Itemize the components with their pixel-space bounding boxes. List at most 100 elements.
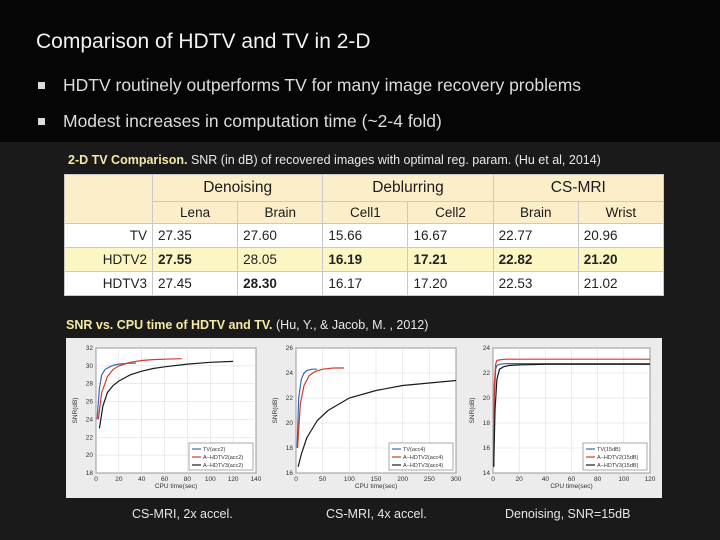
table-corner [64,174,153,224]
y-tick-label: 26 [286,345,294,352]
series-line [493,358,650,467]
table-row: HDTV2 27.55 28.05 16.19 17.21 22.82 21.2… [64,247,665,272]
y-tick-label: 20 [483,395,491,402]
x-axis-label: CPU time(sec) [355,483,397,490]
title-band [0,0,720,142]
x-tick-label: 150 [371,476,382,483]
x-tick-label: 100 [618,476,629,483]
column-header: Wrist [577,201,665,224]
y-tick-label: 18 [86,470,94,477]
square-bullet-icon [38,82,45,89]
table-cell: 16.67 [407,223,494,248]
y-tick-label: 24 [483,345,491,352]
legend-label: A−HDTV2(15dB) [597,455,639,461]
table-cell: 27.45 [151,271,239,296]
group-header: Deblurring [322,174,494,202]
table-cell: 27.55 [151,247,239,272]
y-tick-label: 24 [286,370,294,377]
table-row: TV 27.35 27.60 15.66 16.67 22.77 20.96 [64,223,665,248]
y-axis-label: SNR(dB) [272,397,279,423]
x-tick-label: 80 [184,476,192,483]
x-tick-label: 100 [205,476,216,483]
chart-subcaption: Denoising, SNR=15dB [505,507,631,521]
legend-label: A−HDTV3(acc4) [403,463,443,469]
table-cell: 21.20 [577,247,665,272]
table-row: HDTV3 27.45 28.30 16.17 17.20 22.53 21.0… [64,271,665,296]
table-caption-cite: (Hu et al, 2014) [511,153,601,167]
x-axis-label: CPU time(sec) [155,483,197,490]
table-cell: 27.35 [151,223,239,248]
group-header: CS-MRI [492,174,665,202]
table-cell: 16.17 [322,271,409,296]
chart-subcaption: CS-MRI, 4x accel. [326,507,427,521]
x-tick-label: 0 [294,476,298,483]
y-tick-label: 20 [286,420,294,427]
y-tick-label: 22 [86,434,94,441]
x-tick-label: 250 [424,476,435,483]
y-tick-label: 30 [86,363,94,370]
column-header: Brain [237,201,324,224]
table-cell: 22.82 [492,247,579,272]
row-label: HDTV3 [64,271,153,296]
table-cell: 27.60 [237,223,324,248]
series-line [493,363,650,467]
x-tick-label: 0 [491,476,495,483]
x-tick-label: 50 [319,476,327,483]
x-tick-label: 120 [228,476,239,483]
row-label: HDTV2 [64,247,153,272]
bullet-text: Modest increases in computation time (~2… [63,111,442,131]
legend-label: TV(15dB) [597,447,621,453]
bullet-item: HDTV routinely outperforms TV for many i… [38,75,581,96]
y-tick-label: 18 [483,420,491,427]
x-tick-label: 60 [161,476,169,483]
x-tick-label: 40 [542,476,550,483]
table-cell: 21.02 [577,271,665,296]
legend-label: TV(acc4) [403,447,425,453]
legend-label: TV(acc2) [203,447,225,453]
series-line [297,379,457,467]
bullet-text: HDTV routinely outperforms TV for many i… [63,75,582,95]
group-header: Denoising [151,174,324,202]
slide-title: Comparison of HDTV and TV in 2-D [36,30,371,53]
column-header: Lena [151,201,239,224]
y-tick-label: 16 [483,445,491,452]
y-tick-label: 14 [483,470,491,477]
x-axis-label: CPU time(sec) [550,483,592,490]
y-tick-label: 32 [86,345,94,352]
y-tick-label: 20 [86,452,94,459]
table-cell: 17.21 [407,247,494,272]
row-label: TV [64,223,153,248]
x-tick-label: 140 [251,476,262,483]
x-tick-label: 20 [115,476,123,483]
bullet-item: Modest increases in computation time (~2… [38,111,442,132]
legend-label: A−HDTV2(acc4) [403,455,443,461]
x-tick-label: 20 [516,476,524,483]
legend-label: A−HDTV3(acc2) [203,463,243,469]
column-header: Brain [492,201,579,224]
table-cell: 17.20 [407,271,494,296]
table-caption-text: SNR (in dB) of recovered images with opt… [187,153,512,167]
y-tick-label: 22 [286,395,294,402]
series-line [97,358,182,420]
table-cell: 15.66 [322,223,409,248]
table-cell: 22.53 [492,271,579,296]
snr-table: Denoising Deblurring CS-MRI Lena Brain C… [64,174,665,296]
x-tick-label: 80 [594,476,602,483]
table-caption-bold: 2-D TV Comparison. [68,153,188,167]
x-tick-label: 120 [645,476,656,483]
x-tick-label: 40 [138,476,146,483]
table-caption: 2-D TV Comparison. SNR (in dB) of recove… [68,153,601,167]
x-tick-label: 100 [344,476,355,483]
x-tick-label: 200 [397,476,408,483]
legend-label: A−HDTV2(acc2) [203,455,243,461]
y-tick-label: 26 [86,399,94,406]
table-cell: 16.19 [322,247,409,272]
y-tick-label: 18 [286,445,294,452]
x-tick-label: 60 [568,476,576,483]
y-tick-label: 16 [286,470,294,477]
series-line [98,360,234,429]
charts-panel: 0 20 40 60 80 100 120 140 18 20 22 24 26 28 30 32 CPU ti… [66,338,662,498]
table-cell: 22.77 [492,223,579,248]
charts-caption-cite: (Hu, Y., & Jacob, M. , 2012) [272,318,429,332]
